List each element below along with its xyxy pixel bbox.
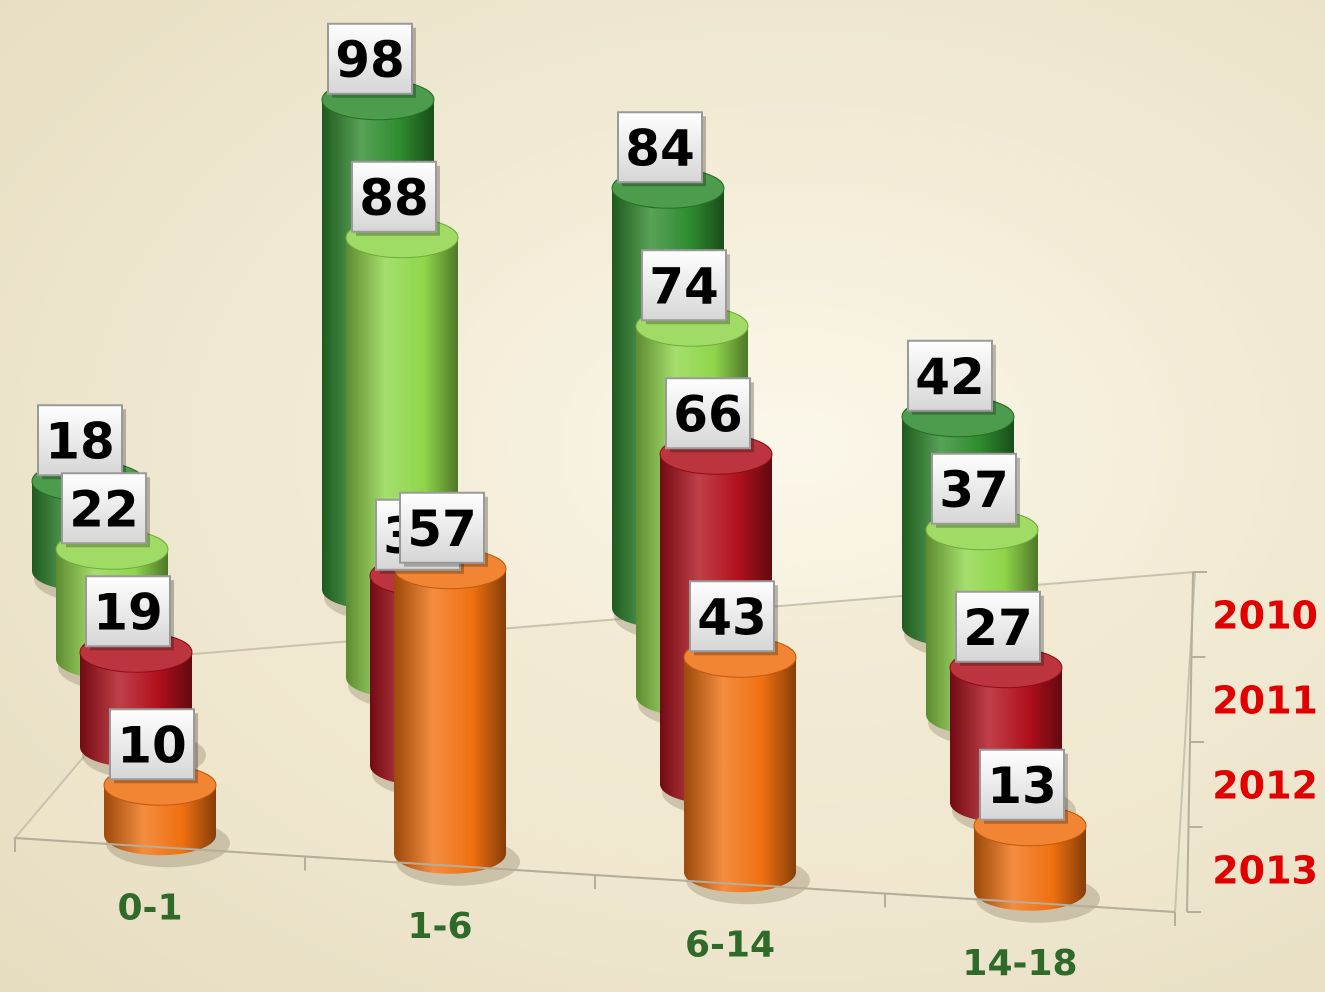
data-label-box bbox=[85, 575, 171, 648]
data-label-2012-14-18: 27 bbox=[955, 590, 1044, 666]
data-label-text: 42 bbox=[915, 348, 985, 406]
data-label-text: 10 bbox=[117, 716, 187, 774]
data-label-text: 37 bbox=[939, 461, 1009, 519]
data-label-text: 27 bbox=[963, 599, 1033, 657]
data-label-2011-1-6: 88 bbox=[351, 160, 440, 236]
data-label-text: 84 bbox=[625, 119, 695, 177]
x-tick-label: 1-6 bbox=[407, 906, 472, 947]
data-label-text: 98 bbox=[335, 31, 405, 89]
data-label-box bbox=[61, 472, 147, 545]
chart-axes: 0-1 1-6 6-14 14-18 2010 2011 2012 2013 bbox=[14, 571, 1318, 984]
bar-2013-1-6 bbox=[393, 548, 520, 886]
x-tick-label: 0-1 bbox=[117, 887, 182, 928]
data-label-2013-6-14: 43 bbox=[689, 580, 778, 656]
data-label-2012-0-1: 19 bbox=[85, 575, 174, 651]
data-label-2010-6-14: 84 bbox=[617, 111, 706, 187]
data-label-box bbox=[351, 160, 437, 233]
data-label-box bbox=[979, 748, 1065, 821]
data-label-box bbox=[109, 708, 195, 781]
bar-body bbox=[684, 657, 796, 893]
data-label-text: 19 bbox=[93, 583, 163, 641]
data-label-box bbox=[327, 22, 413, 95]
data-label-2012-6-14: 66 bbox=[665, 377, 754, 453]
data-label-text: 18 bbox=[45, 412, 115, 470]
data-label-text: 57 bbox=[407, 500, 477, 558]
bar-body bbox=[394, 568, 506, 874]
data-label-text: 74 bbox=[649, 257, 719, 315]
data-label-text: 13 bbox=[987, 757, 1057, 815]
data-label-2010-0-1: 18 bbox=[37, 404, 126, 480]
data-label-2010-14-18: 42 bbox=[907, 339, 996, 415]
data-label-text: 43 bbox=[697, 588, 767, 646]
data-label-text: 88 bbox=[359, 169, 429, 227]
series-label: 2011 bbox=[1212, 679, 1318, 723]
data-label-2013-14-18: 13 bbox=[979, 748, 1068, 824]
data-label-box bbox=[955, 590, 1041, 663]
data-label-box bbox=[399, 491, 485, 564]
data-label-2011-6-14: 74 bbox=[641, 249, 730, 325]
data-label-box bbox=[37, 404, 123, 477]
data-label-box bbox=[641, 249, 727, 322]
series-label: 2012 bbox=[1212, 764, 1318, 808]
data-label-box bbox=[665, 377, 751, 450]
bar-body bbox=[974, 825, 1086, 911]
data-labels: 18988442228874371938662710574313 bbox=[37, 22, 1068, 824]
data-label-2011-0-1: 22 bbox=[61, 472, 150, 548]
bar-2013-6-14 bbox=[683, 636, 810, 905]
x-tick-label: 6-14 bbox=[685, 924, 775, 965]
data-label-2010-1-6: 98 bbox=[327, 22, 416, 98]
data-label-box bbox=[617, 111, 703, 184]
data-label-2013-1-6: 57 bbox=[399, 491, 488, 567]
data-label-2013-0-1: 10 bbox=[109, 708, 198, 784]
data-label-2011-14-18: 37 bbox=[931, 452, 1020, 528]
data-label-box bbox=[931, 452, 1017, 525]
data-label-text: 22 bbox=[69, 480, 139, 538]
data-label-box bbox=[689, 580, 775, 653]
data-label-box bbox=[907, 339, 993, 412]
data-label-text: 66 bbox=[673, 385, 743, 443]
series-label: 2010 bbox=[1212, 594, 1318, 638]
series-label: 2013 bbox=[1212, 849, 1318, 893]
x-tick-label: 14-18 bbox=[962, 943, 1077, 984]
